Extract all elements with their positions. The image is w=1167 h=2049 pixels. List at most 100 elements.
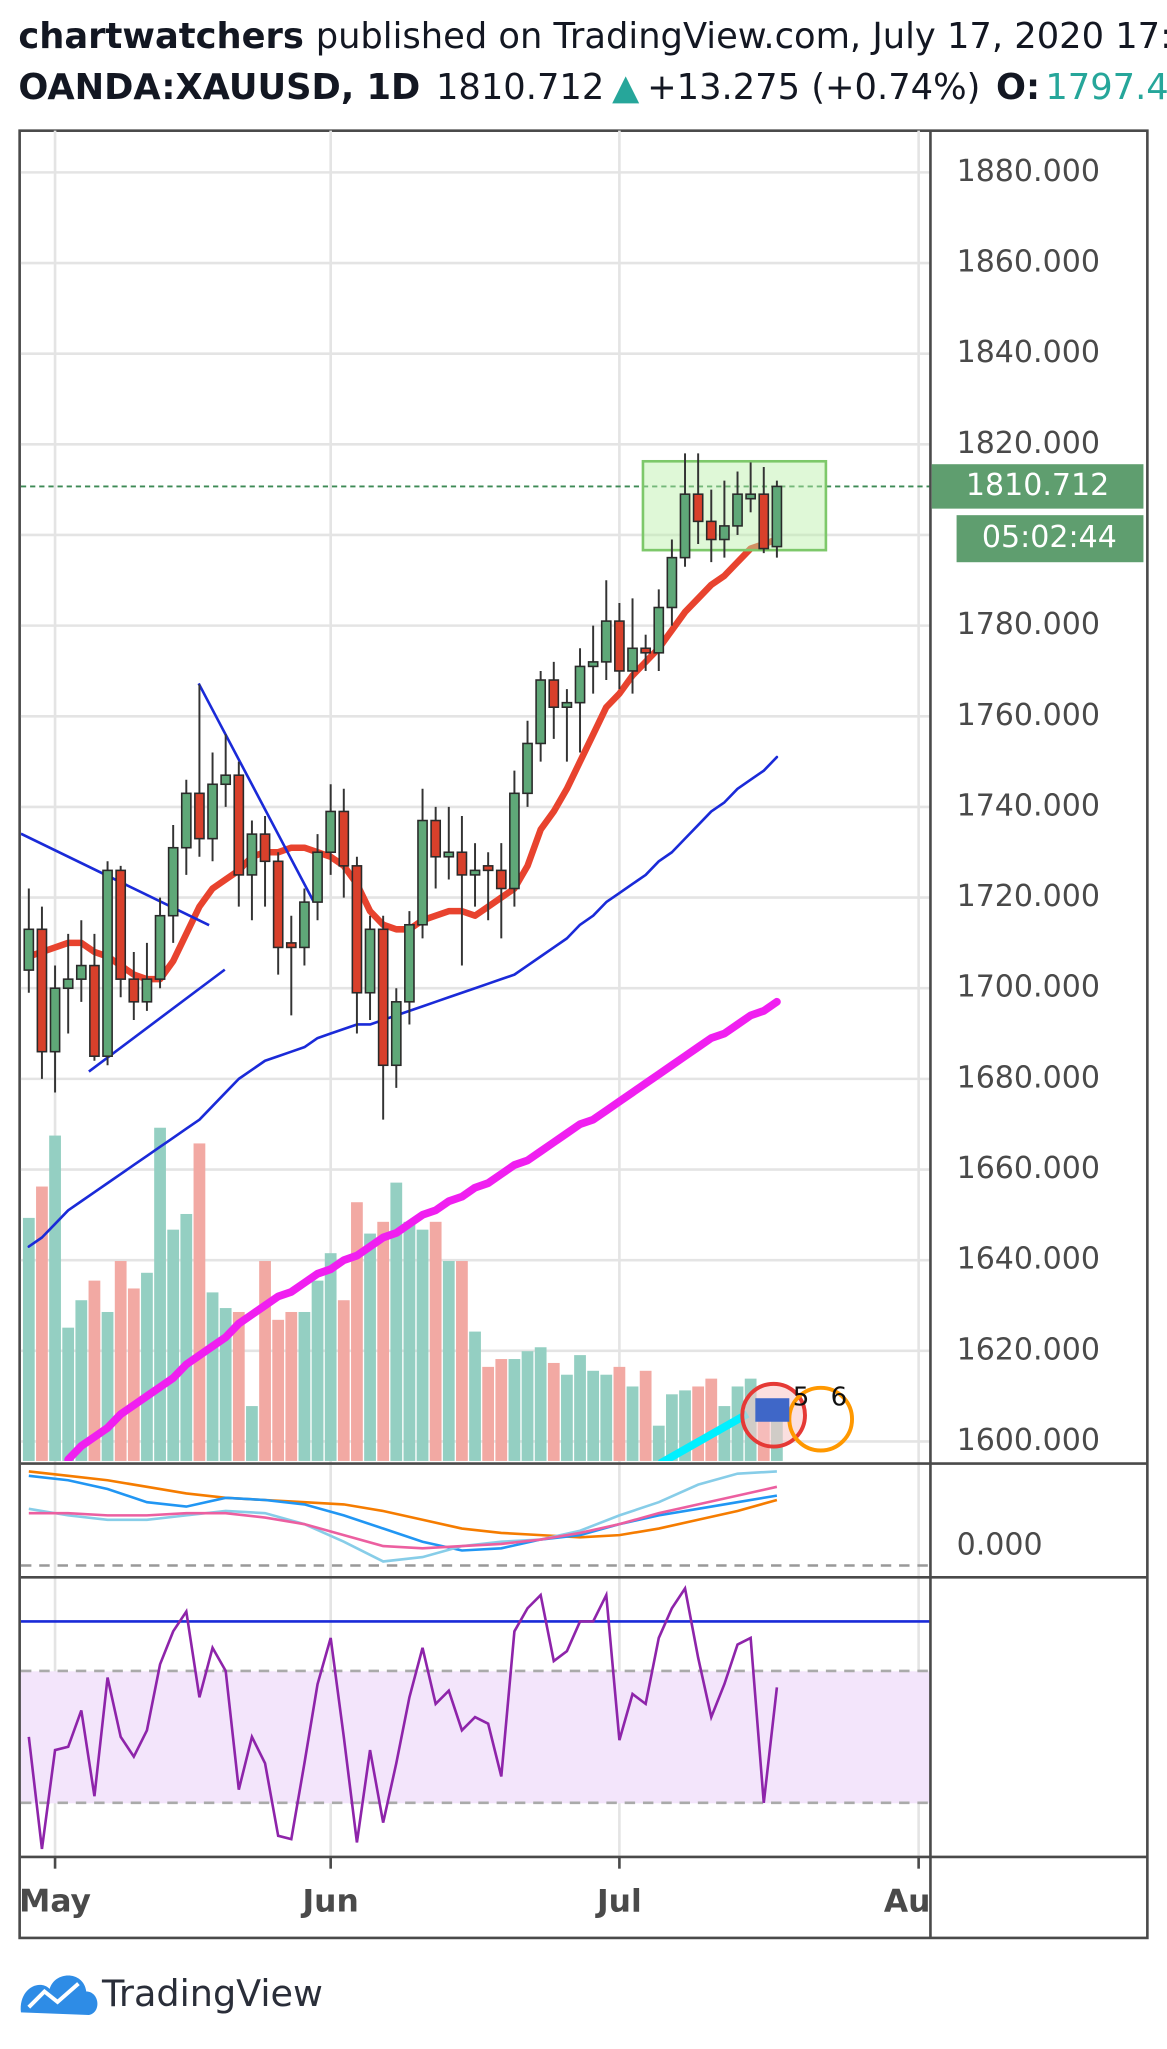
volume-bar bbox=[22, 1217, 35, 1461]
candle-body bbox=[351, 865, 363, 994]
y-tick-label: 1680.000 bbox=[957, 1060, 1100, 1095]
y-tick-label: 1660.000 bbox=[957, 1151, 1100, 1186]
volume-bar bbox=[600, 1374, 613, 1461]
candle-body bbox=[509, 792, 520, 890]
candle-body bbox=[259, 833, 271, 863]
volume-bar bbox=[679, 1390, 691, 1461]
volume-bar bbox=[416, 1229, 429, 1461]
volume-bar bbox=[272, 1319, 285, 1461]
volume-bar bbox=[167, 1229, 180, 1461]
y-tick-label: 1840.000 bbox=[957, 335, 1100, 370]
last-price-label: 1810.712 bbox=[966, 468, 1109, 503]
macd-line bbox=[28, 1474, 778, 1552]
volume-bar bbox=[285, 1311, 298, 1461]
candle-body bbox=[535, 679, 547, 745]
candle-body bbox=[732, 493, 743, 527]
candles bbox=[23, 453, 783, 1120]
header-line-2: OANDA:XAUUSD, 1D 1810.712 ▲ +13.275 (+0.74%… bbox=[18, 67, 1167, 108]
volume-bar bbox=[639, 1370, 652, 1461]
candle-body bbox=[417, 819, 428, 926]
volume-bar bbox=[88, 1280, 101, 1461]
candle-body bbox=[338, 810, 350, 867]
candle-body bbox=[640, 647, 652, 654]
candle-body bbox=[312, 851, 323, 903]
candle-body bbox=[758, 493, 770, 550]
volume-bar bbox=[547, 1362, 560, 1461]
macd-line bbox=[28, 1485, 778, 1550]
trend-line bbox=[197, 682, 315, 903]
price: 1810.712 bbox=[436, 67, 604, 108]
volume-bar bbox=[403, 1221, 416, 1461]
candle-body bbox=[561, 701, 573, 708]
countdown-label: 05:02:44 bbox=[982, 520, 1117, 555]
candle-body bbox=[482, 865, 494, 872]
candle-body bbox=[246, 833, 258, 876]
y-tick-label: 1600.000 bbox=[957, 1423, 1100, 1458]
event-label: 6 bbox=[831, 1383, 848, 1413]
candle-body bbox=[89, 964, 100, 1057]
candle-body bbox=[272, 860, 284, 949]
volume-bar bbox=[495, 1359, 508, 1461]
volume-bar bbox=[377, 1221, 390, 1461]
volume-bar bbox=[442, 1261, 455, 1461]
flag bbox=[755, 1398, 790, 1422]
rsi-line bbox=[27, 1585, 779, 1850]
candle-body bbox=[167, 846, 179, 917]
rsi-band-fill bbox=[20, 1671, 931, 1804]
volume-bar bbox=[193, 1143, 206, 1461]
candle-body bbox=[364, 928, 376, 994]
volume-bar bbox=[534, 1347, 547, 1461]
header-line-1: chartwatchers published on TradingView.co… bbox=[18, 16, 1167, 57]
candle-body bbox=[233, 774, 245, 876]
y-tick-label: 1700.000 bbox=[957, 970, 1100, 1005]
volume-bar bbox=[508, 1359, 521, 1461]
volume-bar bbox=[154, 1127, 166, 1461]
volume-bar bbox=[206, 1292, 219, 1461]
candle-body bbox=[600, 620, 612, 663]
x-tick-label: Au bbox=[884, 1884, 931, 1920]
axes: 1600.000 1620.000 1640.000 1660.000 1680.000… bbox=[19, 154, 1144, 1920]
moving-average bbox=[64, 997, 781, 1461]
volume-bar bbox=[180, 1213, 193, 1461]
candle-body bbox=[587, 661, 599, 668]
macd-line bbox=[28, 1470, 778, 1539]
arrow: ▲ bbox=[612, 67, 640, 108]
volume-bar bbox=[587, 1370, 600, 1461]
volume-bar bbox=[364, 1233, 376, 1461]
candle-body bbox=[653, 606, 665, 654]
author: chartwatchers bbox=[18, 16, 304, 57]
candle-body bbox=[495, 869, 507, 890]
volume-bar bbox=[337, 1300, 350, 1461]
volume-bar bbox=[114, 1261, 127, 1461]
footer-logo bbox=[20, 1975, 98, 2016]
volume-bar bbox=[390, 1182, 403, 1461]
candle-body bbox=[745, 493, 757, 500]
volume-bar bbox=[232, 1311, 245, 1461]
open-value: 1797.436 bbox=[1045, 67, 1167, 108]
volume-bar bbox=[49, 1135, 61, 1461]
volume-bar bbox=[246, 1406, 258, 1461]
logo-line bbox=[27, 1982, 80, 2009]
volume-bar bbox=[521, 1351, 534, 1461]
volume-bar bbox=[613, 1366, 626, 1461]
volume-bar bbox=[127, 1288, 140, 1461]
y-tick-label: 1740.000 bbox=[957, 788, 1100, 823]
footer-brand: TradingView bbox=[101, 1972, 323, 2015]
published: published on TradingView.com, July 17, 2… bbox=[316, 16, 1167, 57]
last-price-box bbox=[931, 464, 1144, 509]
volume-bar bbox=[666, 1394, 678, 1461]
candle-body bbox=[404, 923, 415, 1003]
volume-bar bbox=[718, 1406, 731, 1461]
y-tick-label: 1620.000 bbox=[957, 1332, 1100, 1367]
volume-bar bbox=[456, 1261, 468, 1461]
chart-frame bbox=[18, 129, 1149, 1940]
x-tick-label: Jul bbox=[595, 1884, 642, 1920]
candle-body bbox=[390, 1001, 402, 1067]
candle-body bbox=[23, 928, 35, 971]
candle-body bbox=[377, 928, 389, 1067]
volume-bar bbox=[351, 1202, 363, 1461]
volume-bar bbox=[482, 1366, 495, 1461]
drawings bbox=[20, 459, 854, 1461]
